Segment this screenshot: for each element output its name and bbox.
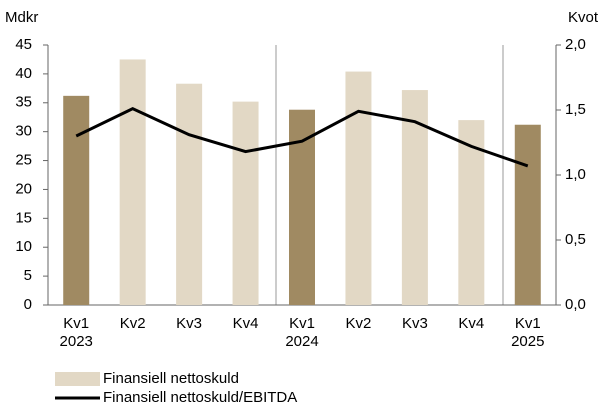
- x-tick-label: Kv2: [345, 315, 372, 332]
- y2-tick-label: 2,0: [565, 36, 586, 53]
- legend-label: Finansiell nettoskuld/EBITDA: [103, 389, 297, 405]
- x-tick-label: Kv3: [176, 315, 203, 332]
- y2-axis-label: Kvot: [568, 9, 599, 26]
- legend-label: Finansiell nettoskuld: [103, 370, 239, 387]
- x-tick-label: Kv4: [232, 315, 259, 332]
- y-tick-label: 40: [15, 65, 32, 82]
- x-tick-label: Kv3: [401, 315, 428, 332]
- x-tick-label: Kv1 2025: [511, 315, 545, 350]
- x-tick-label: Kv1 2024: [285, 315, 319, 350]
- x-tick-label: Kv4: [458, 315, 485, 332]
- y-tick-label: 45: [15, 36, 32, 53]
- y-tick-label: 35: [15, 94, 32, 111]
- bar: [289, 109, 315, 305]
- y-tick-label: 15: [15, 209, 32, 226]
- x-tick-label: Kv1 2023: [59, 315, 93, 350]
- bar: [514, 124, 541, 305]
- y2-tick-label: 1,0: [565, 166, 586, 183]
- y2-tick-label: 0,5: [565, 231, 586, 248]
- legend-swatch: [55, 372, 100, 386]
- y-tick-label: 10: [15, 238, 32, 255]
- line: [75, 107, 529, 168]
- y-tick-label: 25: [15, 152, 32, 169]
- bar: [232, 101, 259, 305]
- bar: [345, 71, 372, 305]
- y-tick-label: 20: [15, 180, 32, 197]
- x-tick-label: Kv2: [119, 315, 146, 332]
- y-axis-label: Mdkr: [5, 9, 38, 26]
- bar: [176, 83, 203, 305]
- y-tick-label: 5: [24, 267, 32, 284]
- y-tick-label: 30: [15, 123, 32, 140]
- bar: [119, 59, 146, 305]
- y2-tick-label: 0,0: [565, 296, 586, 313]
- y2-tick-label: 1,5: [565, 101, 586, 118]
- bar: [63, 95, 90, 305]
- y-tick-label: 0: [24, 296, 32, 313]
